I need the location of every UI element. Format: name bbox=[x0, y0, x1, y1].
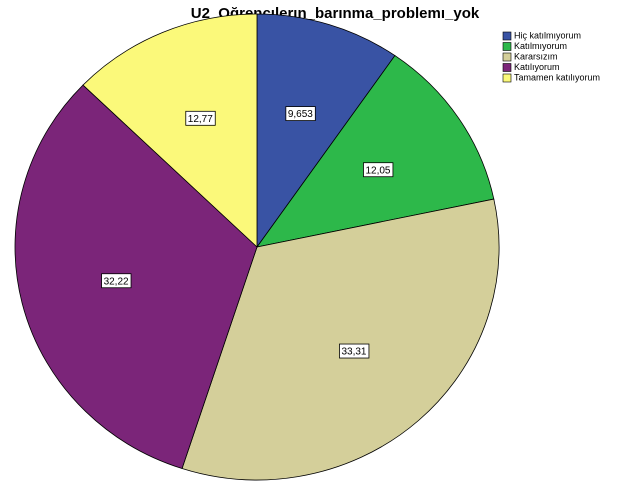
pie-slice bbox=[256, 13, 396, 249]
value-label-box bbox=[285, 106, 316, 121]
value-label: 9,653 bbox=[288, 109, 313, 120]
legend-swatch bbox=[502, 42, 512, 51]
value-label-box bbox=[339, 343, 370, 359]
pie-slice bbox=[256, 55, 495, 248]
value-label: 33,31 bbox=[341, 347, 366, 358]
value-label-group: 32,22 bbox=[101, 273, 132, 289]
legend-swatch bbox=[502, 63, 512, 72]
value-label-group: 33,31 bbox=[339, 343, 370, 359]
pie-slice bbox=[82, 13, 258, 248]
legend-swatch bbox=[502, 52, 512, 62]
value-label-group: 9,653 bbox=[285, 106, 316, 121]
legend-text: Hiç katılmıyorum bbox=[514, 30, 581, 40]
pie-slice bbox=[181, 198, 500, 481]
value-label-group: 12,05 bbox=[363, 162, 394, 178]
legend-swatch bbox=[502, 73, 512, 83]
legend-swatch bbox=[502, 31, 512, 41]
value-label: 12,05 bbox=[365, 165, 390, 176]
value-label: 32,22 bbox=[104, 276, 129, 287]
value-label-box bbox=[185, 110, 216, 126]
value-label: 12,77 bbox=[188, 114, 213, 125]
legend-text: Katılmıyorum bbox=[514, 41, 567, 51]
value-label-box bbox=[363, 162, 394, 178]
legend-text: Tamamen katılıyorum bbox=[514, 72, 600, 82]
value-label-group: 12,77 bbox=[185, 110, 216, 126]
legend-text: Katılıyorum bbox=[514, 62, 560, 72]
legend-text: Kararsızım bbox=[514, 51, 558, 61]
pie-slice bbox=[14, 84, 258, 470]
value-label-box bbox=[101, 273, 132, 289]
